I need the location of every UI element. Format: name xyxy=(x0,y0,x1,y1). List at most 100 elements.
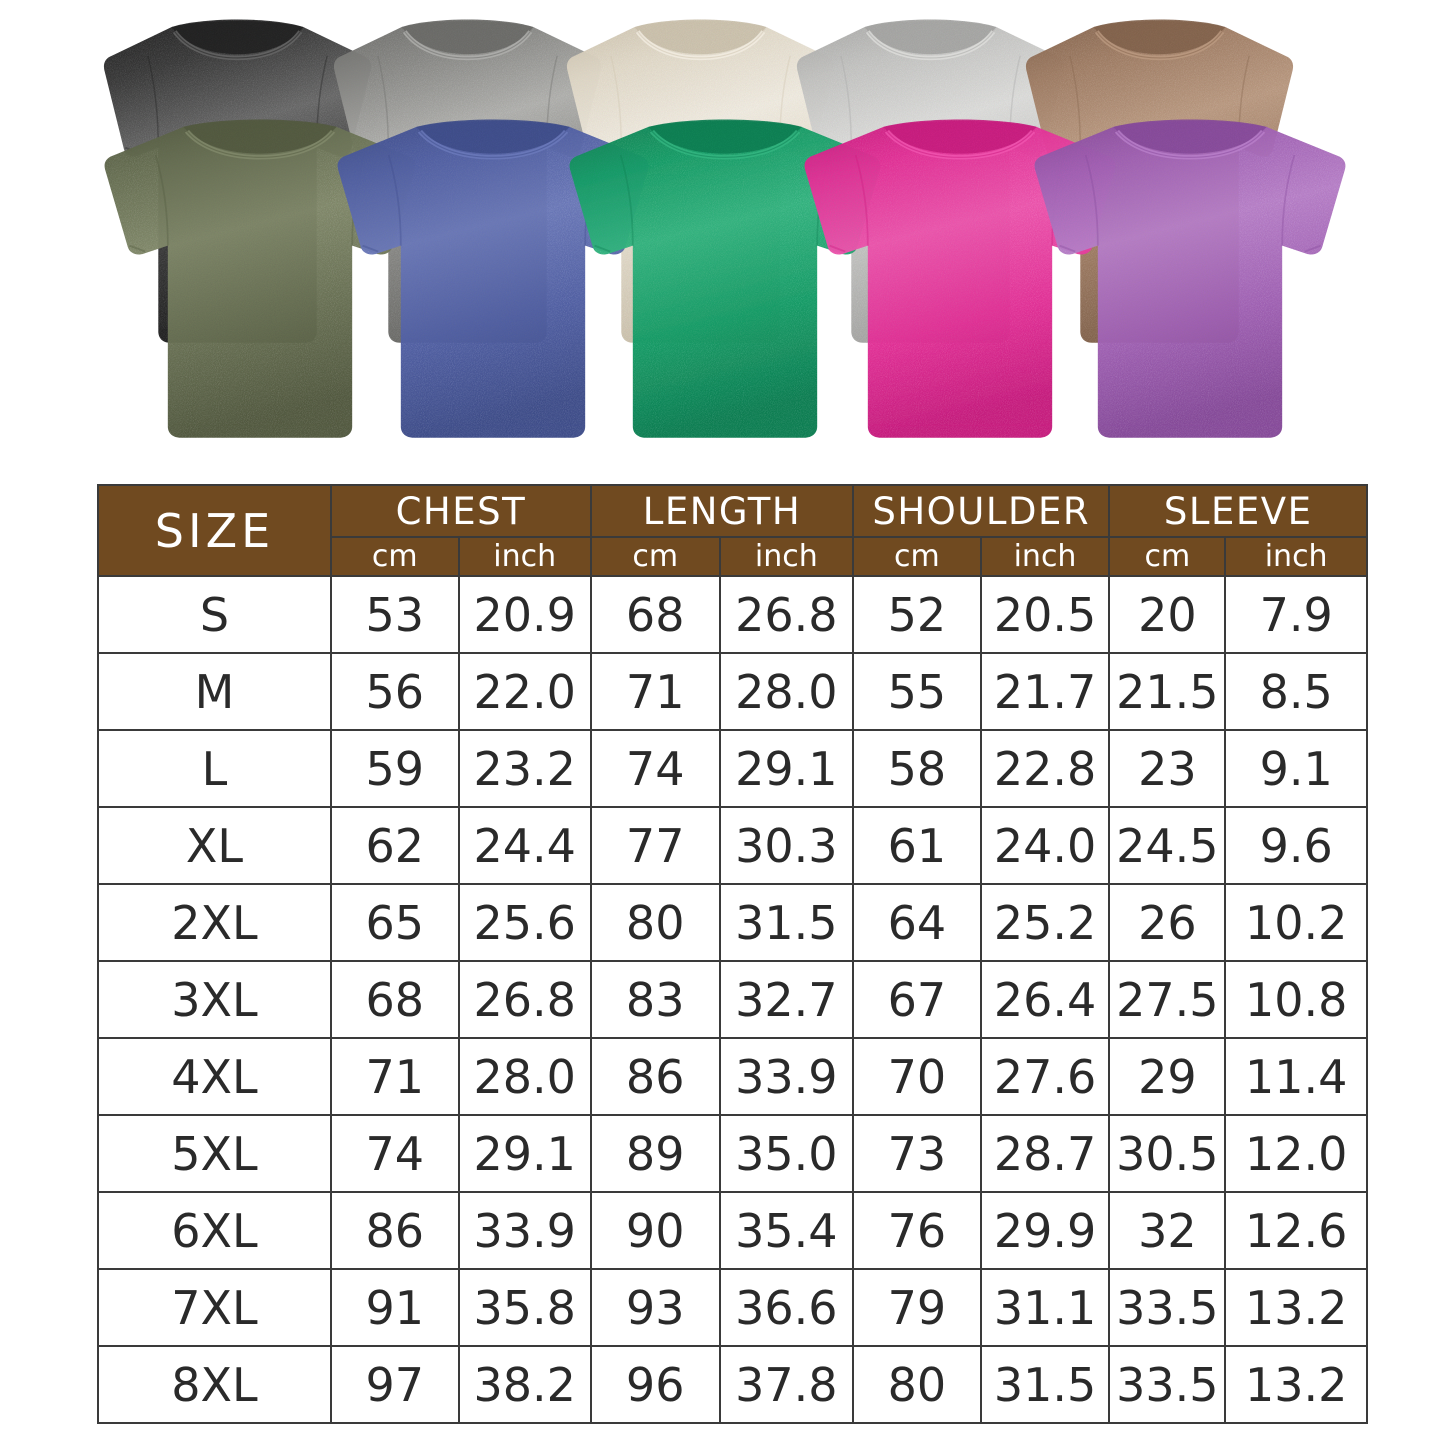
table-row: 2XL 65 25.6 80 31.5 64 25.2 26 10.2 xyxy=(97,883,1368,962)
cell-measurement: 23.2 xyxy=(457,729,592,808)
cell-measurement: 26.4 xyxy=(979,960,1111,1039)
cell-size-label: 6XL xyxy=(97,1191,332,1270)
cell-measurement: 89 xyxy=(589,1114,721,1193)
cell-size-label: S xyxy=(97,575,332,654)
table-row: XL 62 24.4 77 30.3 61 24.0 24.5 9.6 xyxy=(97,806,1368,885)
cell-measurement: 61 xyxy=(852,806,982,885)
table-row: L 59 23.2 74 29.1 58 22.8 23 9.1 xyxy=(97,729,1368,808)
cell-measurement: 33.9 xyxy=(718,1037,855,1116)
cell-measurement: 30.3 xyxy=(718,806,855,885)
cell-size-label: XL xyxy=(97,806,332,885)
column-group-length: LENGTH xyxy=(589,484,855,538)
cell-measurement: 71 xyxy=(589,652,721,731)
cell-measurement: 76 xyxy=(852,1191,982,1270)
unit-header-shoulder-cm: cm xyxy=(852,536,982,577)
product-gallery xyxy=(0,0,1445,470)
cell-measurement: 71 xyxy=(329,1037,460,1116)
cell-size-label: 5XL xyxy=(97,1114,332,1193)
cell-measurement: 29.1 xyxy=(457,1114,592,1193)
unit-header-chest-inch: inch xyxy=(457,536,592,577)
cell-measurement: 20 xyxy=(1108,575,1227,654)
table-row: 5XL 74 29.1 89 35.0 73 28.7 30.5 12.0 xyxy=(97,1114,1368,1193)
cell-measurement: 31.1 xyxy=(979,1268,1111,1347)
cell-measurement: 29.1 xyxy=(718,729,855,808)
cell-measurement: 79 xyxy=(852,1268,982,1347)
cell-size-label: L xyxy=(97,729,332,808)
cell-measurement: 33.5 xyxy=(1108,1345,1227,1424)
cell-measurement: 80 xyxy=(852,1345,982,1424)
cell-measurement: 86 xyxy=(329,1191,460,1270)
cell-measurement: 96 xyxy=(589,1345,721,1424)
table-row: 4XL 71 28.0 86 33.9 70 27.6 29 11.4 xyxy=(97,1037,1368,1116)
cell-measurement: 70 xyxy=(852,1037,982,1116)
cell-measurement: 28.0 xyxy=(718,652,855,731)
cell-measurement: 83 xyxy=(589,960,721,1039)
cell-measurement: 9.1 xyxy=(1224,729,1368,808)
cell-measurement: 73 xyxy=(852,1114,982,1193)
size-chart-table: SIZE CHEST LENGTH SHOULDER SLEEVE cm inc… xyxy=(97,484,1368,1424)
cell-size-label: 4XL xyxy=(97,1037,332,1116)
cell-measurement: 20.9 xyxy=(457,575,592,654)
cell-measurement: 35.0 xyxy=(718,1114,855,1193)
cell-measurement: 28.7 xyxy=(979,1114,1111,1193)
green-tshirt xyxy=(565,118,885,443)
cell-measurement: 93 xyxy=(589,1268,721,1347)
cell-measurement: 32 xyxy=(1108,1191,1227,1270)
unit-header-length-cm: cm xyxy=(589,536,721,577)
cell-measurement: 10.2 xyxy=(1224,883,1368,962)
cell-measurement: 91 xyxy=(329,1268,460,1347)
cell-measurement: 32.7 xyxy=(718,960,855,1039)
olive-green-tshirt xyxy=(100,118,420,443)
table-row: S 53 20.9 68 26.8 52 20.5 20 7.9 xyxy=(97,575,1368,654)
blue-tshirt xyxy=(333,118,653,443)
cell-measurement: 38.2 xyxy=(457,1345,592,1424)
cell-measurement: 90 xyxy=(589,1191,721,1270)
cell-measurement: 33.9 xyxy=(457,1191,592,1270)
cell-measurement: 26.8 xyxy=(457,960,592,1039)
cell-measurement: 13.2 xyxy=(1224,1345,1368,1424)
cell-measurement: 10.8 xyxy=(1224,960,1368,1039)
cell-measurement: 22.0 xyxy=(457,652,592,731)
cell-measurement: 68 xyxy=(329,960,460,1039)
cell-measurement: 68 xyxy=(589,575,721,654)
cell-measurement: 29.9 xyxy=(979,1191,1111,1270)
cell-measurement: 28.0 xyxy=(457,1037,592,1116)
cell-measurement: 13.2 xyxy=(1224,1268,1368,1347)
cell-measurement: 27.5 xyxy=(1108,960,1227,1039)
cell-measurement: 7.9 xyxy=(1224,575,1368,654)
cell-measurement: 12.0 xyxy=(1224,1114,1368,1193)
cell-measurement: 24.4 xyxy=(457,806,592,885)
size-chart-container: SIZE CHEST LENGTH SHOULDER SLEEVE cm inc… xyxy=(97,484,1368,1424)
cell-measurement: 12.6 xyxy=(1224,1191,1368,1270)
cell-size-label: 8XL xyxy=(97,1345,332,1424)
cell-measurement: 8.5 xyxy=(1224,652,1368,731)
cell-measurement: 65 xyxy=(329,883,460,962)
cell-measurement: 64 xyxy=(852,883,982,962)
cell-measurement: 9.6 xyxy=(1224,806,1368,885)
cell-measurement: 52 xyxy=(852,575,982,654)
cell-measurement: 22.8 xyxy=(979,729,1111,808)
cell-size-label: 2XL xyxy=(97,883,332,962)
cell-measurement: 37.8 xyxy=(718,1345,855,1424)
unit-header-sleeve-cm: cm xyxy=(1108,536,1227,577)
cell-measurement: 21.7 xyxy=(979,652,1111,731)
cell-measurement: 24.0 xyxy=(979,806,1111,885)
cell-measurement: 27.6 xyxy=(979,1037,1111,1116)
header-row-groups: SIZE CHEST LENGTH SHOULDER SLEEVE xyxy=(97,484,1368,577)
cell-size-label: M xyxy=(97,652,332,731)
cell-measurement: 35.4 xyxy=(718,1191,855,1270)
unit-header-sleeve-inch: inch xyxy=(1224,536,1368,577)
cell-measurement: 35.8 xyxy=(457,1268,592,1347)
cell-measurement: 97 xyxy=(329,1345,460,1424)
cell-measurement: 29 xyxy=(1108,1037,1227,1116)
cell-size-label: 3XL xyxy=(97,960,332,1039)
unit-header-length-inch: inch xyxy=(718,536,855,577)
cell-measurement: 30.5 xyxy=(1108,1114,1227,1193)
cell-measurement: 59 xyxy=(329,729,460,808)
cell-measurement: 55 xyxy=(852,652,982,731)
header-row-units: cm inch cm inch cm inch cm inch xyxy=(98,536,1368,577)
table-row: 6XL 86 33.9 90 35.4 76 29.9 32 12.6 xyxy=(97,1191,1368,1270)
cell-measurement: 58 xyxy=(852,729,982,808)
cell-measurement: 25.6 xyxy=(457,883,592,962)
column-group-chest: CHEST xyxy=(329,484,592,538)
